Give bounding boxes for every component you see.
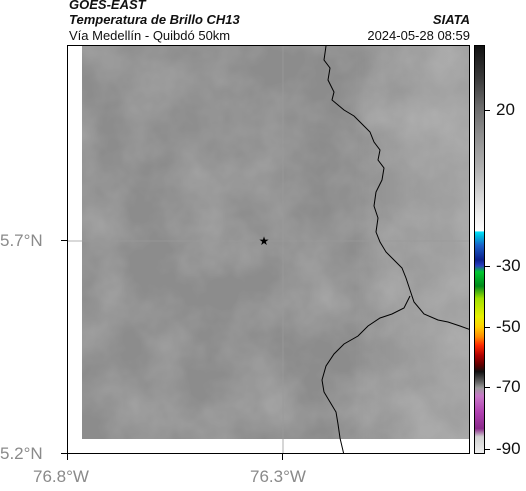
colorbar-label-minus50: -50 <box>496 317 521 336</box>
border-line-south <box>321 295 411 453</box>
colorbar-tick <box>485 327 490 328</box>
border-line-north <box>323 46 469 330</box>
colorbar <box>474 45 485 454</box>
colorbar-tick <box>485 266 490 267</box>
lon-tick <box>282 454 283 460</box>
lat-label-5-7: 5.7°N <box>0 231 43 250</box>
timestamp: 2024-05-28 08:59 <box>367 28 470 43</box>
satellite-name: GOES-EAST <box>69 0 146 12</box>
star-icon: ★ <box>259 234 270 248</box>
product-title: Temperatura de Brillo CH13 <box>69 12 240 27</box>
colorbar-label-minus90: -90 <box>496 439 521 458</box>
lat-tick <box>61 453 67 454</box>
lat-tick <box>61 240 67 241</box>
lat-label-5-2: 5.2°N <box>0 444 43 463</box>
lon-label-76-3: 76.3°W <box>250 467 306 486</box>
east-highlight <box>82 46 469 439</box>
org-name: SIATA <box>432 12 470 27</box>
satellite-map[interactable]: ★ <box>67 45 470 454</box>
colorbar-tick <box>485 110 490 111</box>
region-label: Vía Medellín - Quibdó 50km <box>69 28 231 43</box>
colorbar-label-minus30: -30 <box>496 256 521 275</box>
colorbar-label-minus70: -70 <box>496 377 521 396</box>
colorbar-tick <box>485 449 490 450</box>
lon-label-76-8: 76.8°W <box>33 467 89 486</box>
map-canvas: ★ <box>68 46 469 453</box>
colorbar-label-20: 20 <box>496 100 515 119</box>
colorbar-tick <box>485 387 490 388</box>
lon-tick <box>67 454 68 460</box>
